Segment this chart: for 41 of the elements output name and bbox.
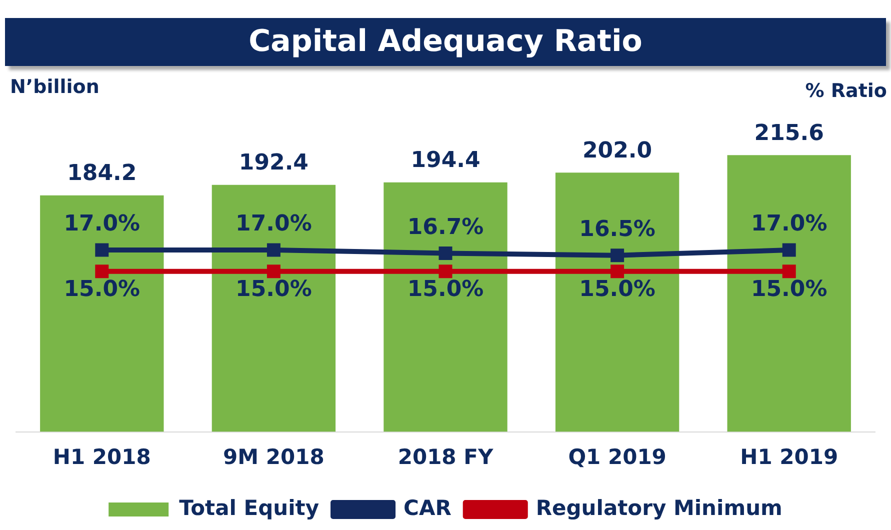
legend-label: CAR — [404, 496, 452, 520]
data-label: 15.0% — [236, 277, 312, 302]
data-label: 184.2 — [67, 161, 137, 186]
y-axis-title: N’billion — [10, 76, 100, 98]
point — [610, 264, 624, 278]
x-tick-label: H1 2018 — [52, 444, 151, 469]
data-label: 17.0% — [64, 212, 140, 237]
point — [95, 264, 109, 278]
data-label: 15.0% — [750, 277, 828, 302]
bar — [40, 195, 164, 432]
bar — [384, 182, 508, 432]
data-label: 215.6 — [754, 120, 824, 146]
x-tick-label: Q1 2019 — [568, 444, 666, 469]
point — [266, 243, 280, 257]
point — [95, 243, 109, 257]
data-label: 15.0% — [407, 277, 484, 302]
data-label: 17.0% — [236, 212, 312, 237]
data-label: 202.0 — [582, 138, 652, 164]
data-label: 16.7% — [407, 214, 484, 240]
point — [782, 264, 796, 278]
legend-label: Total Equity — [179, 496, 320, 520]
point — [438, 264, 452, 278]
data-label: 15.0% — [579, 277, 656, 302]
point — [782, 243, 796, 257]
data-label: 16.5% — [579, 217, 656, 242]
data-label: 194.4 — [410, 148, 480, 174]
y2-axis-title: % Ratio — [805, 80, 887, 102]
legend-label: Regulatory Minimum — [536, 496, 782, 520]
x-tick-label: 9M 2018 — [223, 444, 324, 469]
point — [438, 246, 452, 260]
bar — [212, 184, 336, 432]
chart-title: Capital Adequacy Ratio — [5, 18, 886, 66]
data-label: 15.0% — [64, 277, 140, 302]
data-label: 192.4 — [238, 150, 308, 176]
x-tick-label: H1 2019 — [740, 444, 838, 469]
x-tick-label: 2018 FY — [398, 444, 494, 469]
point — [266, 264, 280, 278]
bar — [555, 172, 680, 432]
bar — [727, 155, 851, 432]
point — [610, 248, 624, 262]
data-label: 17.0% — [750, 212, 828, 237]
